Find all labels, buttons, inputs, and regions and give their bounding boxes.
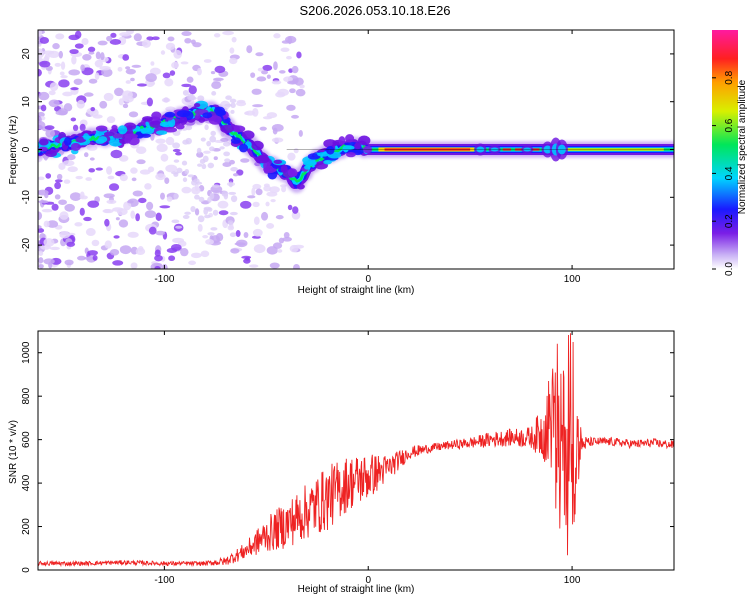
- ridge-blob: [238, 143, 249, 153]
- snr-y-tick-label: 400: [21, 474, 32, 491]
- spectrogram-y-tick-label: -10: [21, 190, 32, 205]
- ridge-blob: [103, 131, 115, 137]
- ridge-blob: [194, 113, 201, 120]
- ridge-blob: [111, 125, 118, 131]
- colorbar-tick-label: 0.4: [724, 166, 735, 180]
- ridge-blob: [303, 160, 317, 166]
- snr-x-tick-label: 100: [564, 575, 581, 586]
- ridge-blob: [142, 116, 153, 122]
- ridge-blob: [175, 124, 185, 130]
- spectrogram-x-tick-label: 100: [564, 274, 581, 285]
- spectrogram-ridge: [38, 100, 674, 193]
- colorbar-gradient: [712, 30, 738, 269]
- spectrogram-x-tick-label: -100: [154, 274, 174, 285]
- ridge-blob: [208, 115, 222, 125]
- ridge-blob: [112, 133, 124, 139]
- snr-y-tick-label: 200: [21, 518, 32, 535]
- ridge-blob: [98, 136, 108, 143]
- snr-x-tick-label: -100: [154, 575, 174, 586]
- ridge-blob: [109, 139, 123, 147]
- ridge-blob: [241, 130, 255, 140]
- ridge-blob: [193, 103, 201, 108]
- ridge-blob: [263, 161, 271, 171]
- colorbar-tick-label: 0.6: [724, 118, 735, 132]
- ridge-blob: [202, 112, 213, 119]
- ridge-blob: [95, 125, 108, 132]
- ridge-blob: [140, 127, 155, 135]
- snr-plot-area: [38, 333, 674, 568]
- ridge-blob: [215, 106, 226, 117]
- ridge-blob: [296, 183, 305, 190]
- ridge-blob: [124, 133, 138, 139]
- ridge-blob: [198, 117, 206, 123]
- ridge-blob: [345, 134, 355, 143]
- snr-y-tick-label: 1000: [21, 341, 32, 364]
- ridge-blob: [342, 145, 355, 151]
- colorbar-tick-label: 0.8: [724, 70, 735, 84]
- snr-x-label: Height of straight line (km): [298, 584, 415, 595]
- ridge-blob: [354, 142, 361, 150]
- snr-series-line: [38, 333, 674, 568]
- snr-y-tick-label: 0: [21, 567, 32, 573]
- spectrogram-y-tick-label: 20: [21, 48, 32, 60]
- snr-y-tick-label: 600: [21, 431, 32, 448]
- ridge-blob: [38, 146, 48, 152]
- ridge-blob: [140, 133, 151, 138]
- spectrogram-x-label: Height of straight line (km): [298, 285, 415, 296]
- colorbar-label: Normalized spectral amplitude: [737, 79, 748, 214]
- ridge-blob: [70, 142, 81, 151]
- colorbar-ticks: 0.0 0.2 0.4 0.6 0.8: [712, 70, 735, 276]
- ridge-blob: [220, 124, 234, 134]
- ridge-blob: [179, 116, 188, 125]
- ridge-blob: [273, 159, 283, 164]
- ridge-blob: [326, 146, 335, 155]
- ridge-blob: [260, 155, 270, 163]
- ridge-blob: [39, 138, 49, 146]
- snr-frame: [37, 330, 675, 571]
- ridge-blob: [230, 137, 241, 144]
- ridge-blob: [251, 140, 264, 151]
- snr-y-tick-label: 800: [21, 387, 32, 404]
- ridge-blob: [123, 122, 137, 131]
- ridge-blob: [117, 125, 128, 135]
- spectrogram-y-tick-label: 0: [21, 146, 32, 152]
- ridge-blob: [176, 110, 191, 118]
- ridge-blob: [231, 125, 246, 133]
- ridge-blob: [304, 165, 311, 170]
- colorbar: 0.0 0.2 0.4 0.6 0.8 Normalized spectral ampl…: [712, 30, 748, 276]
- snr-x-tick-label: 0: [365, 575, 371, 586]
- spectrogram-noise: [38, 30, 306, 269]
- ridge-blob: [338, 136, 346, 146]
- ridge-blob: [159, 121, 174, 128]
- ridge-blob: [323, 139, 337, 148]
- ridge-blob: [45, 150, 57, 158]
- colorbar-tick-label: 0.0: [724, 262, 735, 276]
- spectrogram-y-label: Frequency (Hz): [8, 116, 19, 185]
- ridge-blob: [358, 135, 371, 146]
- ridge-blob: [63, 136, 72, 146]
- ridge-blob: [149, 120, 162, 128]
- ridge-blob: [317, 152, 330, 157]
- ridge-blob: [280, 164, 288, 174]
- snr-y-label: SNR (10 * v/v): [8, 420, 19, 484]
- spectrogram-x-tick-label: 0: [365, 274, 371, 285]
- colorbar-tick-label: 0.2: [724, 214, 735, 228]
- ridge-blob: [156, 130, 168, 135]
- spectrogram-y-tick-label: -20: [21, 237, 32, 252]
- figure-title: S206.2026.053.10.18.E26: [299, 3, 450, 18]
- ridge-blob: [164, 127, 178, 133]
- ridge-blob: [164, 111, 176, 118]
- ridge-blob: [346, 152, 356, 158]
- spectrogram-y-tick-label: 10: [21, 96, 32, 108]
- ridge-blob: [83, 133, 90, 140]
- ridge-blob: [323, 159, 332, 165]
- ridge-blob: [287, 168, 298, 177]
- spectrogram-plot-area: [38, 30, 674, 269]
